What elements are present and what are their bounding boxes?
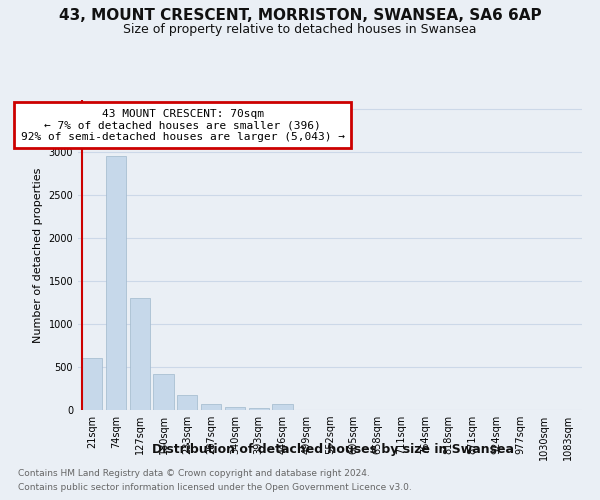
Text: Distribution of detached houses by size in Swansea: Distribution of detached houses by size … bbox=[152, 442, 514, 456]
Bar bbox=[272, 404, 293, 410]
Bar bbox=[248, 408, 269, 410]
Bar bbox=[225, 406, 245, 410]
Bar bbox=[154, 374, 173, 410]
Y-axis label: Number of detached properties: Number of detached properties bbox=[33, 168, 43, 342]
Text: 43 MOUNT CRESCENT: 70sqm
← 7% of detached houses are smaller (396)
92% of semi-d: 43 MOUNT CRESCENT: 70sqm ← 7% of detache… bbox=[20, 108, 344, 142]
Text: Contains public sector information licensed under the Open Government Licence v3: Contains public sector information licen… bbox=[18, 484, 412, 492]
Bar bbox=[201, 404, 221, 410]
Text: Size of property relative to detached houses in Swansea: Size of property relative to detached ho… bbox=[123, 22, 477, 36]
Text: Contains HM Land Registry data © Crown copyright and database right 2024.: Contains HM Land Registry data © Crown c… bbox=[18, 468, 370, 477]
Bar bbox=[82, 358, 103, 410]
Bar bbox=[177, 395, 197, 410]
Bar bbox=[130, 298, 150, 410]
Bar bbox=[106, 156, 126, 410]
Text: 43, MOUNT CRESCENT, MORRISTON, SWANSEA, SA6 6AP: 43, MOUNT CRESCENT, MORRISTON, SWANSEA, … bbox=[59, 8, 541, 22]
